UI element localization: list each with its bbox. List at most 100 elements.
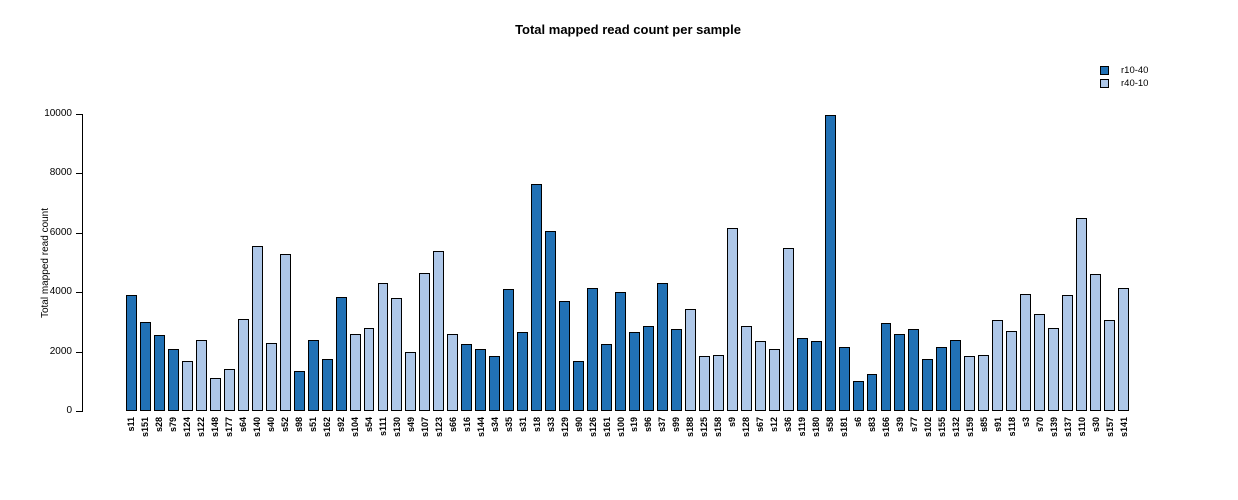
bar-s181 bbox=[838, 347, 850, 411]
bar-s180 bbox=[810, 341, 822, 411]
bar-s126 bbox=[587, 288, 599, 411]
x-tick-label-s98: s98 bbox=[294, 417, 305, 433]
x-tick-label-s157: s157 bbox=[1104, 417, 1115, 438]
bar-s70 bbox=[1034, 314, 1046, 411]
x-tick-label-s16: s16 bbox=[461, 417, 472, 433]
x-tick-label-s34: s34 bbox=[489, 417, 500, 433]
x-tick-label-s162: s162 bbox=[322, 417, 333, 438]
bar-s102 bbox=[922, 359, 934, 411]
y-tick bbox=[76, 411, 82, 412]
y-tick bbox=[76, 292, 82, 294]
bar-s177 bbox=[223, 369, 235, 411]
y-tick-label: 2000 bbox=[49, 345, 72, 357]
bar-s40 bbox=[265, 343, 277, 411]
bar-s66 bbox=[447, 334, 459, 411]
x-tick-label-s18: s18 bbox=[531, 417, 542, 433]
x-tick-label-s85: s85 bbox=[978, 417, 989, 433]
bar-s77 bbox=[908, 329, 920, 411]
x-tick-label-s144: s144 bbox=[475, 417, 486, 438]
x-tick-label-s19: s19 bbox=[629, 417, 640, 433]
bar-s96 bbox=[642, 326, 654, 411]
bar-s91 bbox=[992, 320, 1004, 411]
bar-s157 bbox=[1104, 320, 1116, 411]
y-tick bbox=[76, 114, 82, 115]
bar-s100 bbox=[615, 292, 626, 411]
x-tick-label-s36: s36 bbox=[783, 417, 794, 433]
bar-s3 bbox=[1020, 294, 1032, 411]
bar-s33 bbox=[545, 231, 557, 411]
x-tick-label-s70: s70 bbox=[1034, 417, 1045, 433]
x-tick-label-s177: s177 bbox=[224, 417, 235, 438]
x-tick-label-s11: s11 bbox=[126, 417, 137, 432]
bar-s166 bbox=[880, 323, 892, 411]
bar-s110 bbox=[1076, 218, 1088, 411]
x-tick-label-s158: s158 bbox=[713, 417, 724, 438]
legend-swatch-1 bbox=[1100, 79, 1109, 88]
bar-s12 bbox=[768, 349, 780, 411]
bar-s151 bbox=[139, 322, 151, 411]
x-tick-label-s96: s96 bbox=[643, 417, 654, 433]
y-tick bbox=[76, 232, 82, 234]
bar-s140 bbox=[251, 246, 263, 411]
x-tick-label-s64: s64 bbox=[238, 417, 249, 433]
x-tick-label-s139: s139 bbox=[1048, 417, 1059, 438]
x-tick-label-s35: s35 bbox=[503, 417, 514, 433]
x-tick-label-s99: s99 bbox=[671, 417, 682, 433]
x-tick-label-s40: s40 bbox=[266, 417, 277, 433]
x-tick-label-s30: s30 bbox=[1090, 417, 1101, 433]
bar-s132 bbox=[950, 340, 962, 411]
bar-s144 bbox=[475, 349, 487, 411]
bar-s18 bbox=[531, 184, 543, 411]
legend-label: r40-10 bbox=[1121, 78, 1149, 89]
bar-s118 bbox=[1006, 331, 1018, 411]
bar-s98 bbox=[293, 371, 305, 411]
legend-swatch-0 bbox=[1100, 66, 1109, 75]
x-tick-label-s137: s137 bbox=[1062, 417, 1073, 438]
x-tick-label-s33: s33 bbox=[545, 417, 556, 433]
x-tick-label-s3: s3 bbox=[1020, 417, 1031, 428]
x-tick-label-s110: s110 bbox=[1076, 417, 1087, 437]
bar-s123 bbox=[433, 251, 445, 411]
bar-s124 bbox=[181, 361, 193, 411]
x-tick-label-s181: s181 bbox=[839, 417, 850, 438]
x-tick-label-s77: s77 bbox=[908, 417, 919, 433]
bar-s141 bbox=[1118, 288, 1129, 411]
x-tick-label-s140: s140 bbox=[252, 417, 263, 438]
bar-s39 bbox=[894, 334, 906, 411]
x-tick-label-s180: s180 bbox=[811, 417, 822, 438]
x-tick-label-s111: s111 bbox=[377, 417, 388, 437]
bar-s161 bbox=[601, 344, 613, 411]
x-tick-label-s104: s104 bbox=[350, 417, 361, 438]
x-tick-label-s51: s51 bbox=[308, 417, 319, 433]
bar-s122 bbox=[195, 340, 207, 411]
x-tick-label-s119: s119 bbox=[797, 417, 808, 437]
bar-s37 bbox=[656, 283, 668, 411]
y-tick-label: 8000 bbox=[49, 167, 72, 179]
bar-s11 bbox=[126, 295, 137, 411]
bar-s49 bbox=[405, 352, 417, 411]
bar-s19 bbox=[629, 332, 640, 411]
x-tick-label-s161: s161 bbox=[601, 417, 612, 438]
x-tick-label-s188: s188 bbox=[685, 417, 696, 438]
x-tick-label-s122: s122 bbox=[196, 417, 207, 438]
x-tick-label-s148: s148 bbox=[210, 417, 221, 438]
bar-s79 bbox=[167, 349, 179, 411]
x-tick-label-s159: s159 bbox=[964, 417, 975, 438]
bar-s9 bbox=[726, 228, 738, 411]
bar-s85 bbox=[978, 355, 990, 411]
y-tick-label: 4000 bbox=[49, 286, 72, 298]
bar-s92 bbox=[335, 297, 347, 411]
bar-s6 bbox=[852, 381, 864, 411]
legend-item-r40-10: r40-10 bbox=[1100, 77, 1148, 90]
x-tick-label-s66: s66 bbox=[447, 417, 458, 433]
bar-s107 bbox=[419, 273, 431, 411]
x-tick-label-s12: s12 bbox=[769, 417, 780, 433]
x-tick-label-s79: s79 bbox=[168, 417, 179, 433]
x-tick-label-s90: s90 bbox=[573, 417, 584, 433]
y-tick-label: 10000 bbox=[44, 108, 72, 119]
bar-s159 bbox=[964, 356, 976, 411]
x-tick-label-s58: s58 bbox=[825, 417, 836, 433]
x-tick-label-s141: s141 bbox=[1118, 417, 1129, 438]
x-tick-label-s9: s9 bbox=[727, 417, 738, 428]
